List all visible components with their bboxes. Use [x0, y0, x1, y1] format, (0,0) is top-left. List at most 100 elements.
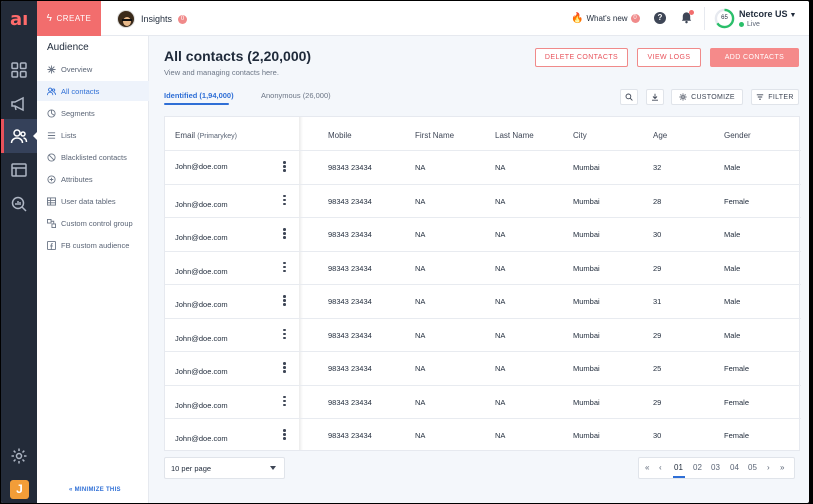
org-switcher[interactable]: Netcore US ▼ [739, 9, 796, 19]
insights-link[interactable]: Insights 0 [117, 9, 188, 29]
cell-first-name: NA [415, 397, 426, 407]
page-button-04[interactable]: 04 [730, 463, 739, 472]
download-button[interactable] [646, 89, 664, 105]
row-menu-icon[interactable] [283, 362, 286, 374]
cell-city: Mumbai [573, 163, 600, 172]
column-header-gender[interactable]: Gender [724, 131, 751, 140]
help-icon[interactable]: ? [654, 12, 666, 24]
row-menu-icon[interactable] [283, 161, 286, 173]
template-icon[interactable] [10, 161, 28, 179]
cell-email: John@doe.com [175, 333, 228, 343]
dashboard-icon[interactable] [10, 61, 28, 79]
cell-age: 30 [653, 431, 662, 440]
megaphone-icon[interactable] [10, 95, 28, 113]
column-header-age[interactable]: Age [653, 131, 668, 140]
tab-anonymous[interactable]: Anonymous (26,000) [261, 91, 331, 100]
column-header-first-name[interactable]: First Name [415, 131, 455, 140]
settings-icon[interactable] [10, 447, 28, 465]
sidebar-item-attributes[interactable]: Attributes [37, 169, 149, 189]
sidebar-item-all-contacts[interactable]: All contacts [37, 81, 149, 101]
column-header-city[interactable]: City [573, 131, 587, 140]
row-menu-icon[interactable] [283, 328, 286, 341]
column-header-mobile[interactable]: Mobile [328, 131, 352, 140]
table-row[interactable]: John@doe.com 98343 23434 NA NA Mumbai 31… [165, 284, 801, 318]
page-button-01[interactable]: 01 [674, 463, 683, 472]
row-menu-icon[interactable] [283, 295, 286, 307]
sidebar-item-lists[interactable]: Lists [37, 125, 149, 145]
user-avatar[interactable]: J [10, 480, 29, 499]
cell-city: Mumbai [573, 297, 600, 306]
cell-mobile: 98343 23434 [328, 397, 372, 407]
app-logo[interactable]: aı [10, 9, 29, 30]
sidebar-item-custom-control-group[interactable]: Custom control group [37, 213, 149, 233]
segments-icon [47, 108, 56, 118]
table-row[interactable]: John@doe.com 98343 23434 NA NA Mumbai 32… [165, 150, 801, 184]
sidebar-item-user-data-tables[interactable]: User data tables [37, 191, 149, 211]
cell-age: 25 [653, 364, 662, 373]
table-row[interactable]: John@doe.com 98343 23434 NA NA Mumbai 29… [165, 317, 801, 352]
sidebar-item-fb-custom-audience[interactable]: FB custom audience [37, 235, 149, 255]
cell-email: John@doe.com [175, 434, 228, 443]
bell-icon[interactable] [680, 11, 693, 24]
sidebar-item-segments[interactable]: Segments [37, 103, 149, 123]
last-page-button[interactable]: » [780, 463, 785, 472]
filter-icon [757, 94, 764, 100]
first-page-button[interactable]: « [645, 463, 650, 472]
table-row[interactable]: John@doe.com 98343 23434 NA NA Mumbai 30… [165, 217, 801, 251]
cell-age: 29 [653, 397, 662, 407]
row-menu-icon[interactable] [283, 228, 286, 240]
prev-page-button[interactable]: ‹ [659, 463, 662, 472]
rail-active-pointer [33, 131, 38, 141]
sidebar-item-blacklisted[interactable]: Blacklisted contacts [37, 147, 149, 167]
filter-button[interactable]: FILTER [751, 89, 799, 105]
row-menu-icon[interactable] [283, 261, 286, 274]
cell-email: John@doe.com [175, 367, 228, 376]
page-button-03[interactable]: 03 [711, 463, 720, 472]
score-value: 65 [721, 15, 728, 21]
sidebar-item-label: Overview [61, 64, 93, 74]
table-row[interactable]: John@doe.com 98343 23434 NA NA Mumbai 30… [165, 418, 801, 452]
tab-identified[interactable]: Identified (1,94,000) [164, 91, 234, 100]
icon-rail: aı J [1, 1, 38, 503]
analytics-icon[interactable] [10, 195, 28, 213]
table-row[interactable]: John@doe.com 98343 23434 NA NA Mumbai 29… [165, 384, 801, 419]
group-icon [47, 218, 56, 228]
delete-contacts-button[interactable]: DELETE CONTACTS [535, 48, 628, 67]
cell-first-name: NA [415, 263, 426, 273]
sidebar-item-label: Lists [61, 130, 77, 140]
add-contacts-button[interactable]: ADD CONTACTS [710, 48, 799, 67]
download-icon [652, 93, 658, 101]
cell-gender: Male [724, 230, 741, 239]
page-button-05[interactable]: 05 [748, 463, 757, 472]
customize-button[interactable]: CUSTOMIZE [671, 89, 743, 105]
sidebar-item-label: Attributes [61, 174, 93, 184]
gear-icon [679, 93, 687, 101]
per-page-select[interactable]: 10 per page [164, 457, 285, 479]
page-button-02[interactable]: 02 [693, 463, 702, 472]
cell-age: 29 [653, 263, 662, 273]
row-menu-icon[interactable] [283, 395, 286, 408]
minimize-sidebar-link[interactable]: « MINIMIZE THIS [69, 487, 121, 493]
audience-icon[interactable] [10, 127, 28, 145]
whats-new-link[interactable]: 🔥 What's new 0 [571, 13, 640, 24]
cell-mobile: 98343 23434 [328, 163, 372, 172]
sidebar-item-label: User data tables [61, 196, 116, 206]
row-menu-icon[interactable] [283, 429, 286, 441]
cell-first-name: NA [415, 163, 426, 172]
column-header-last-name[interactable]: Last Name [495, 131, 534, 140]
sidebar-item-overview[interactable]: Overview [37, 59, 149, 79]
table-row[interactable]: John@doe.com 98343 23434 NA NA Mumbai 25… [165, 351, 801, 385]
column-header-email[interactable]: Email (Primarykey) [175, 131, 237, 140]
view-logs-button[interactable]: VIEW LOGS [637, 48, 701, 67]
next-page-button[interactable]: › [767, 463, 770, 472]
cell-mobile: 98343 23434 [328, 330, 372, 340]
cell-age: 32 [653, 163, 662, 172]
create-button[interactable]: ϟ CREATE [37, 1, 101, 36]
row-menu-icon[interactable] [283, 194, 286, 207]
search-button[interactable] [620, 89, 638, 105]
table-row[interactable]: John@doe.com 98343 23434 NA NA Mumbai 28… [165, 183, 801, 218]
cell-age: 28 [653, 196, 662, 206]
table-row[interactable]: John@doe.com 98343 23434 NA NA Mumbai 29… [165, 250, 801, 285]
cell-city: Mumbai [573, 263, 600, 273]
